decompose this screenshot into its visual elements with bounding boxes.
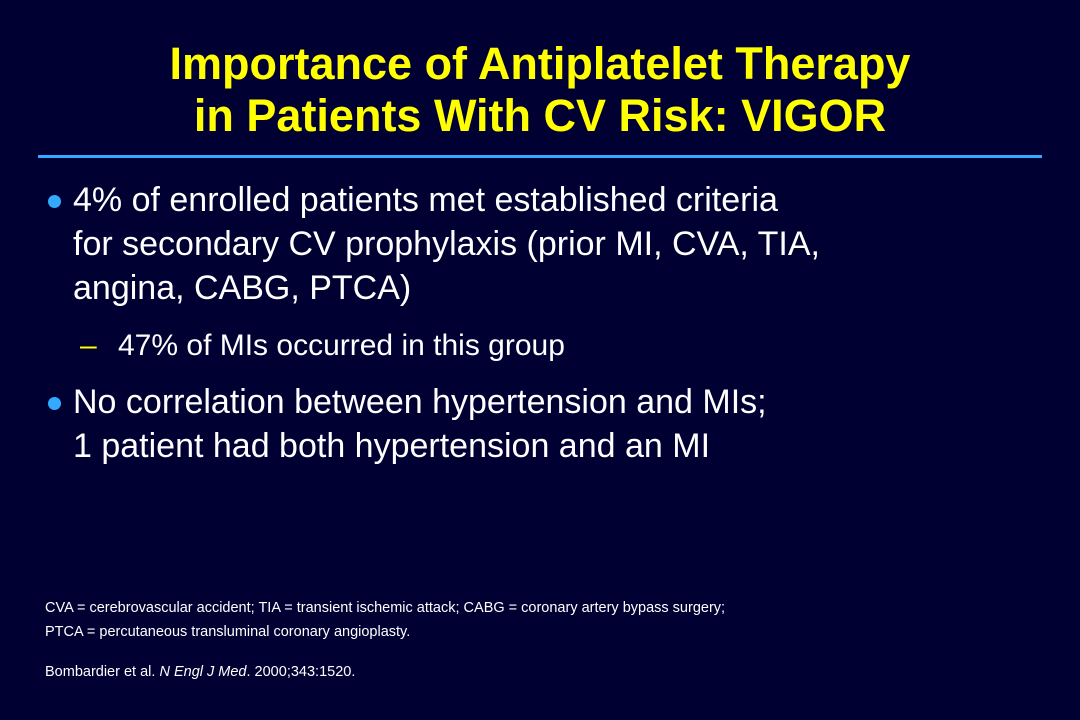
bullet-2-line-2: 1 patient had both hypertension and an M… (73, 427, 711, 465)
bullet-dot-icon (48, 195, 61, 208)
title-line-2: in Patients With CV Risk: VIGOR (193, 90, 887, 141)
slide-body: 4% of enrolled patients met established … (40, 178, 1040, 468)
dash-marker: – (80, 329, 97, 362)
sub-bullet-item: – 47% of MIs occurred in this group (40, 326, 1040, 366)
sub-bullet-text: 47% of MIs occurred in this group (118, 329, 565, 362)
title-line-1: Importance of Antiplatelet Therapy (169, 38, 911, 89)
bullet-2-line-1: No correlation between hypertension and … (73, 383, 767, 421)
reference-journal: N Engl J Med (159, 664, 247, 680)
abbreviations-footnote: CVA = cerebrovascular accident; TIA = tr… (45, 596, 1045, 644)
abbreviations-line-2: PTCA = percutaneous transluminal coronar… (45, 624, 411, 640)
reference-authors: Bombardier et al. (45, 664, 160, 680)
slide-title: Importance of Antiplatelet Therapy in Pa… (40, 38, 1040, 142)
bullet-item-2: No correlation between hypertension and … (40, 380, 1040, 468)
bullet-dot-icon (48, 397, 61, 410)
bullet-1-line-1: 4% of enrolled patients met established … (73, 181, 778, 219)
bullet-1-line-3: angina, CABG, PTCA) (73, 269, 412, 307)
title-divider (38, 155, 1042, 158)
reference-citation: Bombardier et al. N Engl J Med. 2000;343… (45, 660, 1045, 684)
abbreviations-line-1: CVA = cerebrovascular accident; TIA = tr… (45, 600, 726, 616)
reference-details: . 2000;343:1520. (246, 664, 356, 680)
bullet-1-line-2: for secondary CV prophylaxis (prior MI, … (73, 225, 820, 263)
bullet-item-1: 4% of enrolled patients met established … (40, 178, 1040, 310)
